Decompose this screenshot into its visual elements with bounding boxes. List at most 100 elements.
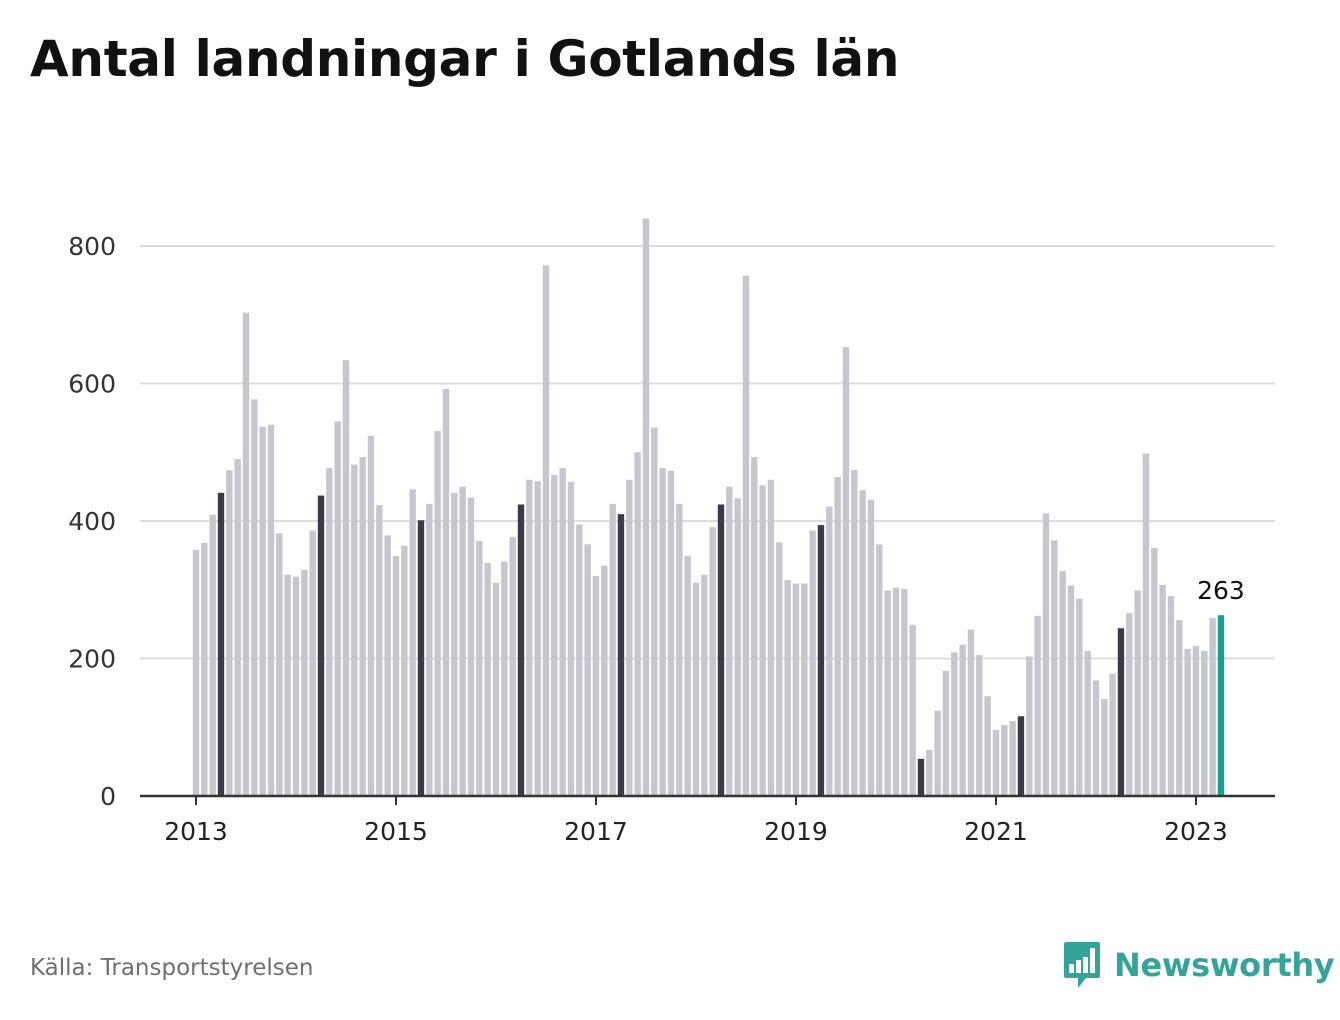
bar xyxy=(692,582,700,797)
bar xyxy=(1026,656,1033,796)
bar xyxy=(326,468,333,796)
x-tick-label: 2023 xyxy=(1164,817,1228,846)
bar xyxy=(642,218,650,796)
bar xyxy=(509,536,516,796)
bar xyxy=(751,457,758,796)
bar xyxy=(1167,595,1175,796)
bar xyxy=(442,389,450,796)
bar xyxy=(242,312,250,796)
bar xyxy=(1034,615,1041,797)
bar xyxy=(667,470,675,796)
bar xyxy=(576,524,583,796)
y-tick-label: 0 xyxy=(100,782,116,811)
bar xyxy=(351,464,358,797)
bar xyxy=(659,468,666,796)
bar xyxy=(334,421,341,796)
bar xyxy=(409,489,416,797)
bar xyxy=(876,544,883,797)
bar xyxy=(426,503,433,796)
bar xyxy=(776,542,783,796)
x-tick-label: 2015 xyxy=(364,817,428,846)
bar xyxy=(709,527,716,796)
chart-title: Antal landningar i Gotlands län xyxy=(30,30,900,88)
bar xyxy=(1192,646,1200,797)
bar xyxy=(992,730,1000,796)
bar xyxy=(259,426,266,796)
x-tick-label: 2019 xyxy=(764,817,828,846)
bar xyxy=(459,486,466,797)
bar-chart: 0 200 400 600 800 263 2013 2015 2017 2019 2021 2023 xyxy=(68,218,1275,846)
bar xyxy=(601,565,608,796)
bar xyxy=(384,535,391,796)
bar xyxy=(817,525,825,797)
bar xyxy=(826,506,833,796)
bar xyxy=(1201,650,1208,796)
bar xyxy=(851,470,858,797)
bar xyxy=(526,479,533,796)
newsworthy-logo[interactable]: Newsworthy xyxy=(1062,940,1335,990)
bar xyxy=(367,435,375,796)
bar xyxy=(917,758,925,797)
bar xyxy=(834,477,841,796)
bar xyxy=(759,485,766,796)
y-tick-label: 400 xyxy=(68,507,116,536)
bar xyxy=(901,589,908,796)
bar xyxy=(201,543,208,796)
bar xyxy=(1009,721,1016,796)
bar xyxy=(934,710,941,796)
bar xyxy=(476,540,483,796)
bar xyxy=(276,533,283,797)
bar xyxy=(609,503,616,796)
bar xyxy=(342,360,350,797)
bar xyxy=(701,574,708,797)
x-tick-label: 2021 xyxy=(964,817,1028,846)
bar xyxy=(226,470,233,797)
bar xyxy=(1109,673,1116,797)
bar xyxy=(1017,716,1025,796)
bar xyxy=(492,582,500,797)
bar xyxy=(1051,540,1058,796)
bar xyxy=(1134,590,1141,796)
bar xyxy=(676,503,683,796)
bar xyxy=(467,497,475,797)
bar xyxy=(617,514,625,797)
bar xyxy=(717,504,725,796)
bar xyxy=(292,576,300,796)
bar xyxy=(684,556,691,796)
bar xyxy=(284,574,291,797)
bar xyxy=(859,490,866,796)
bar xyxy=(942,670,950,797)
bar xyxy=(559,468,566,796)
bar xyxy=(634,452,641,796)
bar xyxy=(192,549,200,797)
bar xyxy=(951,652,958,796)
bar xyxy=(1101,699,1108,796)
bar xyxy=(392,556,400,796)
bar xyxy=(551,474,558,796)
bar xyxy=(484,562,491,796)
x-tick-label: 2017 xyxy=(564,817,628,846)
bar xyxy=(1076,598,1083,796)
bar xyxy=(234,459,241,797)
y-tick-label: 600 xyxy=(68,370,116,399)
bar xyxy=(251,399,258,796)
bar xyxy=(809,530,816,797)
bar xyxy=(892,587,900,796)
bar xyxy=(592,576,600,796)
latest-bar xyxy=(1217,615,1225,796)
bar xyxy=(1117,628,1125,796)
bar xyxy=(1084,650,1091,796)
bars xyxy=(192,218,1225,797)
axes xyxy=(140,794,1275,805)
bar xyxy=(867,499,875,796)
bar xyxy=(884,590,891,796)
bar xyxy=(967,629,975,797)
bar xyxy=(801,583,808,796)
bar xyxy=(267,424,275,796)
bar xyxy=(984,696,991,796)
tick-labels: 0 200 400 600 800 263 2013 2015 2017 2019 2021 2023 xyxy=(68,232,1245,846)
bar xyxy=(451,492,458,796)
bar-chart-logo-icon xyxy=(1064,942,1100,988)
bar xyxy=(217,492,225,796)
bar xyxy=(567,481,575,796)
